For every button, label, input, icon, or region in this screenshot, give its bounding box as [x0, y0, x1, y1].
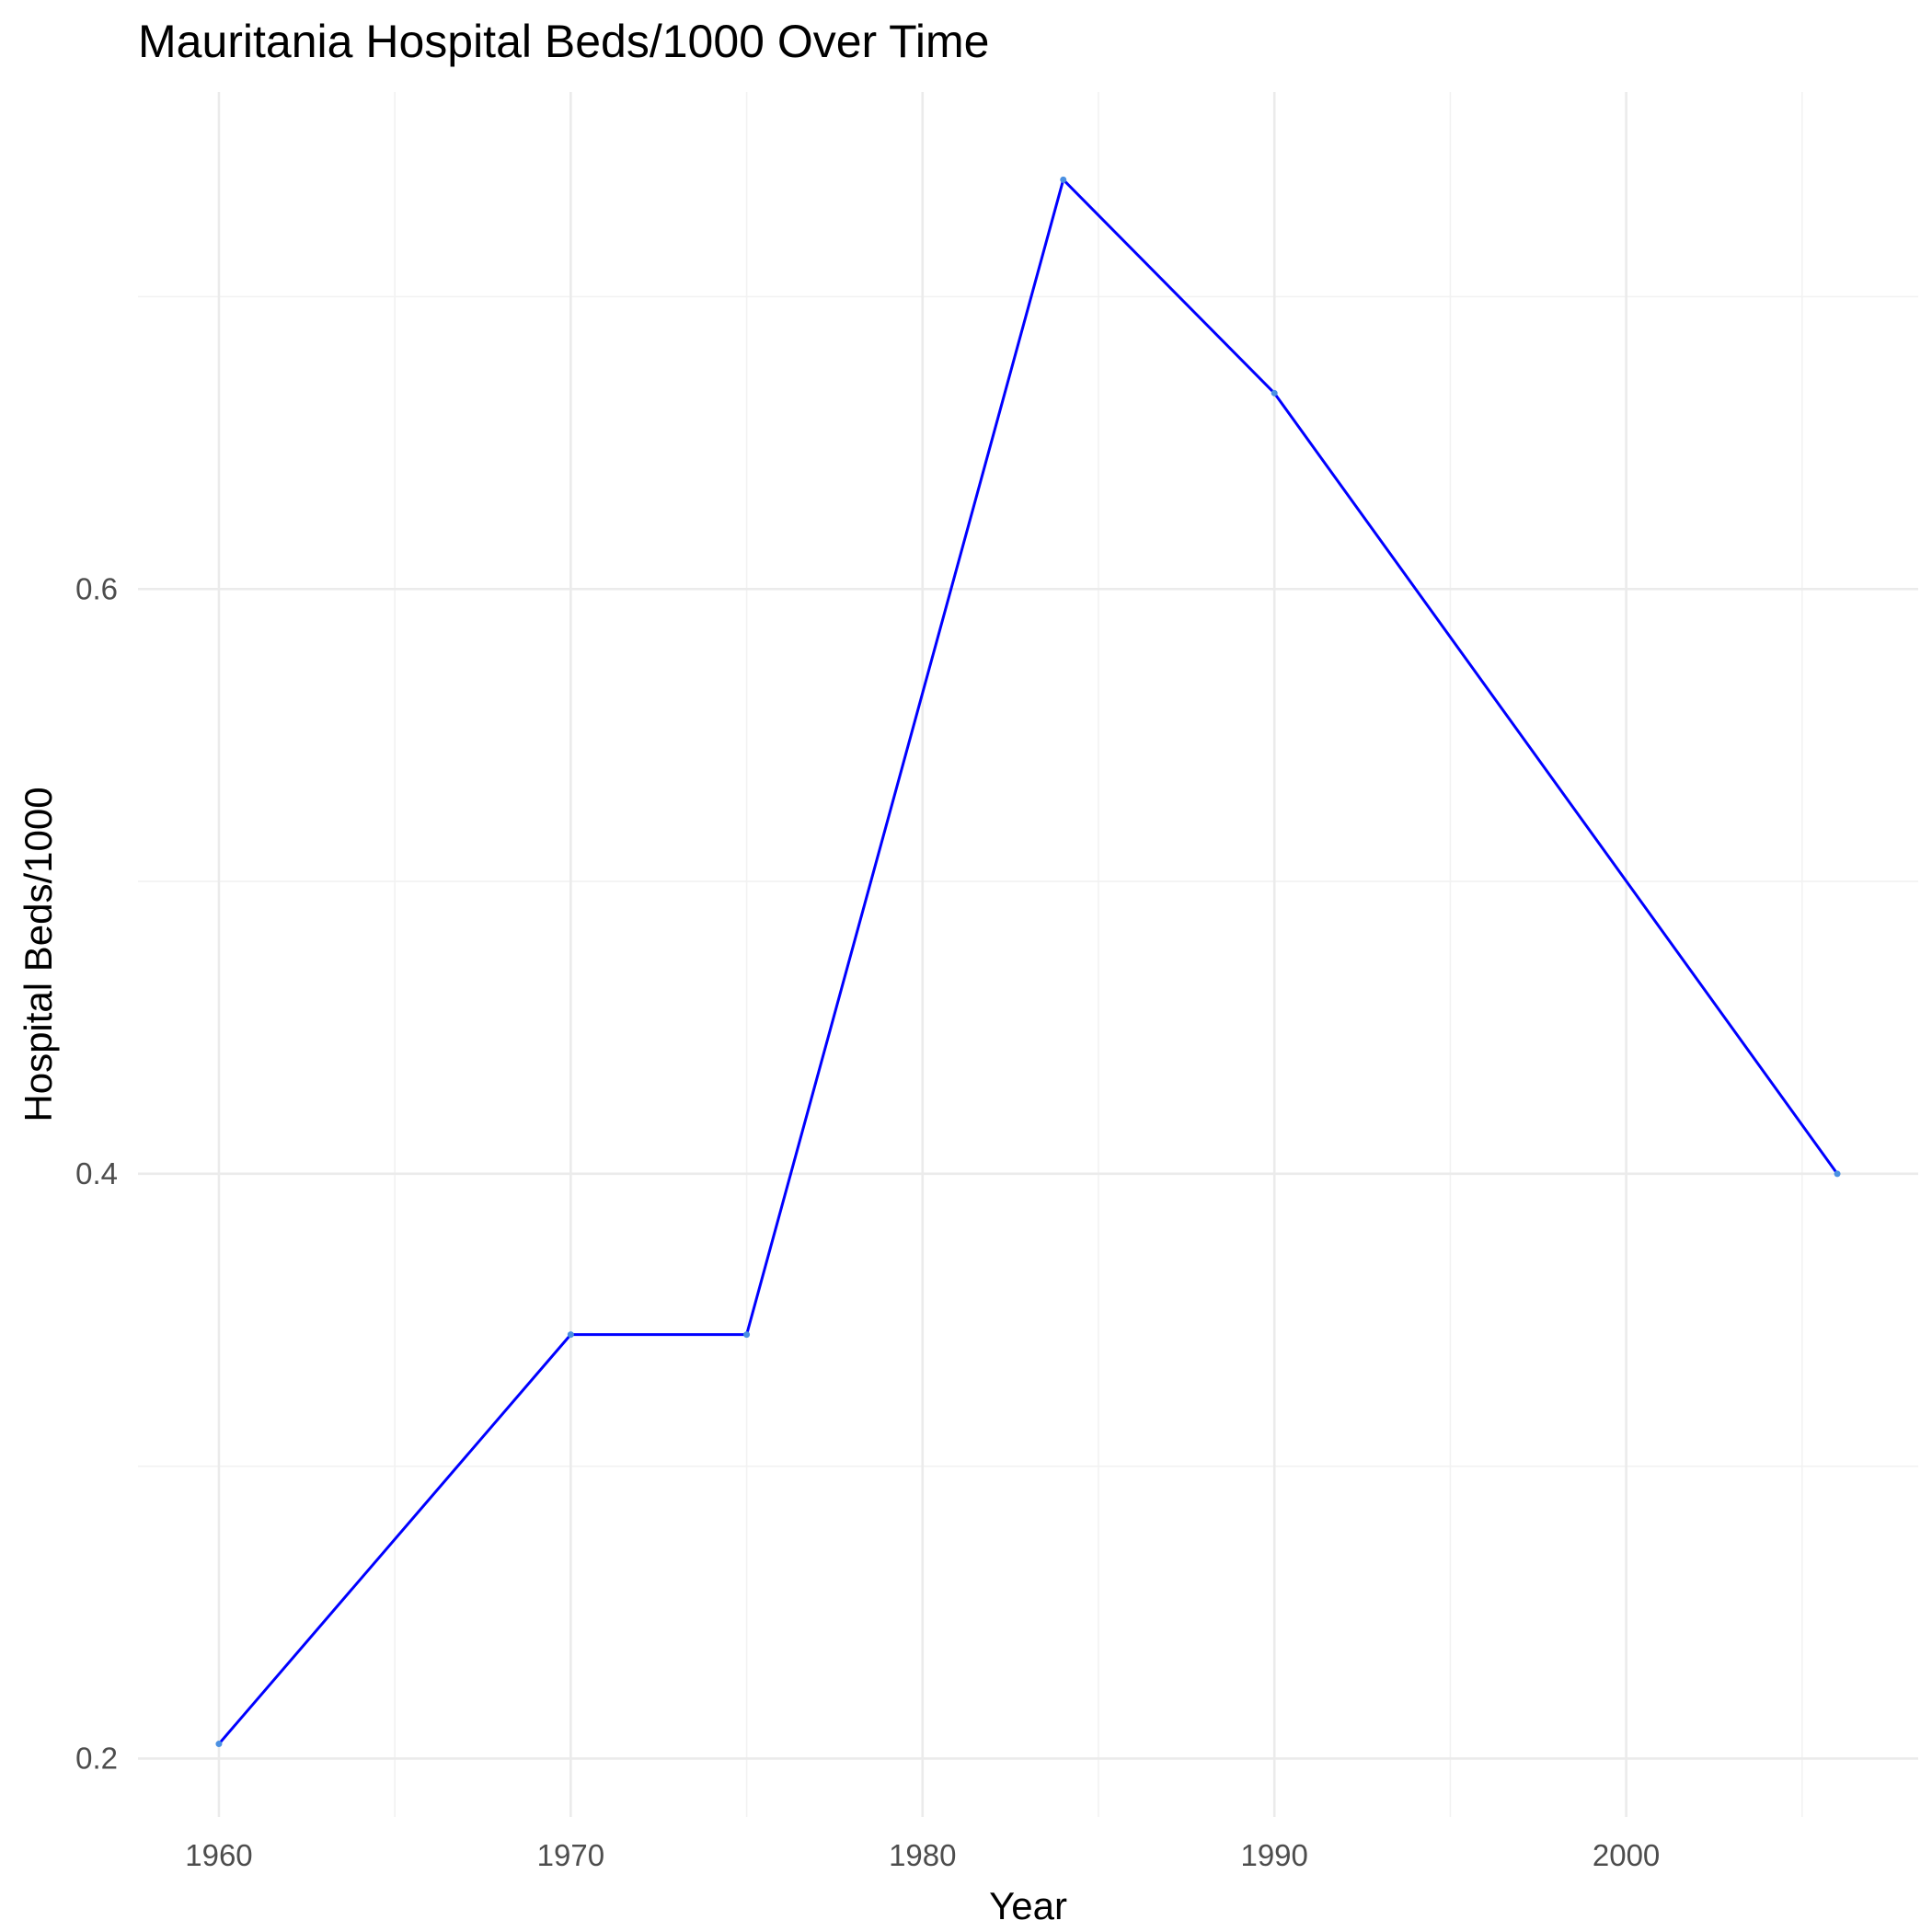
y-axis-title: Hospital Beds/1000 — [17, 787, 60, 1121]
x-tick-label: 1990 — [1240, 1838, 1307, 1872]
major-gridlines — [138, 92, 1918, 1817]
series-line — [217, 178, 1839, 1745]
y-tick-label: 0.6 — [75, 571, 118, 605]
chart-title: Mauritania Hospital Beds/1000 Over Time — [138, 16, 989, 67]
x-tick-label: 1970 — [537, 1838, 604, 1872]
x-axis-title: Year — [989, 1884, 1067, 1927]
x-tick-labels: 1960 1970 1980 1990 2000 — [185, 1838, 1660, 1872]
x-tick-label: 2000 — [1593, 1838, 1660, 1872]
data-point — [1271, 389, 1278, 397]
data-point — [567, 1331, 574, 1339]
y-tick-label: 0.4 — [75, 1156, 118, 1190]
y-tick-labels: 0.2 0.4 0.6 — [75, 571, 118, 1775]
data-point — [1834, 1170, 1841, 1178]
points-layer — [215, 176, 1841, 1748]
data-point — [743, 1331, 751, 1339]
y-tick-label: 0.2 — [75, 1741, 118, 1775]
minor-gridlines — [138, 92, 1918, 1817]
series-layer — [217, 178, 1839, 1745]
x-tick-label: 1980 — [889, 1838, 956, 1872]
data-point — [215, 1741, 223, 1748]
x-tick-label: 1960 — [185, 1838, 252, 1872]
data-point — [1060, 176, 1067, 183]
